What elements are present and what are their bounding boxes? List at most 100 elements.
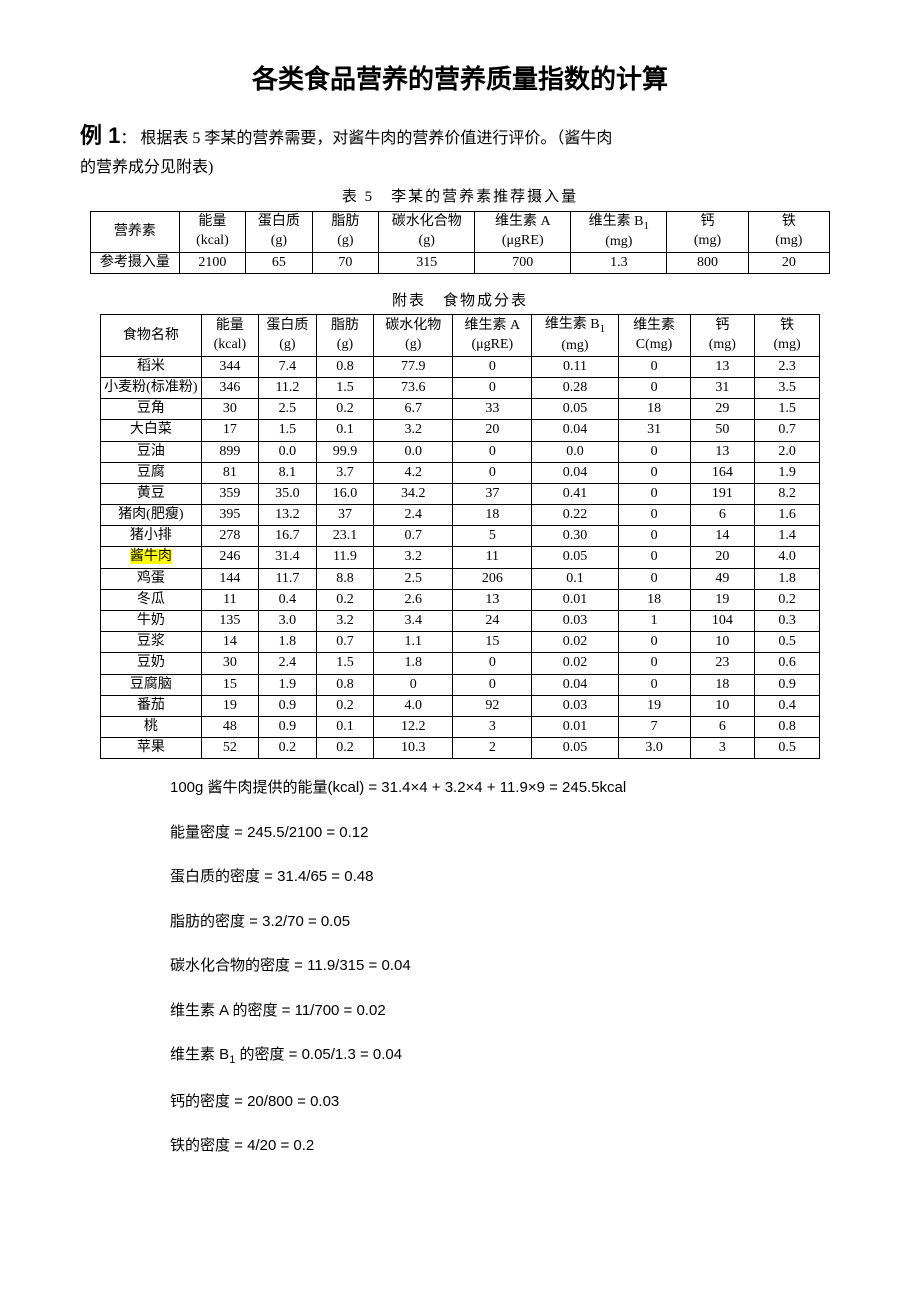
table5-header-cell: 碳水化合物(g) bbox=[379, 211, 475, 252]
food-value-cell: 3.0 bbox=[259, 611, 317, 632]
food-value-cell: 18 bbox=[690, 674, 755, 695]
food-value-cell: 11 bbox=[453, 547, 532, 568]
food-value-cell: 0.41 bbox=[532, 483, 618, 504]
food-value-cell: 346 bbox=[201, 377, 259, 398]
food-value-cell: 0 bbox=[618, 526, 690, 547]
table-row: 稻米3447.40.877.900.110132.3 bbox=[101, 356, 820, 377]
table5-header-cell: 维生素 B1(mg) bbox=[571, 211, 667, 252]
attach-header-cell: 蛋白质(g) bbox=[259, 315, 317, 356]
food-value-cell: 6 bbox=[690, 505, 755, 526]
food-value-cell: 0.05 bbox=[532, 738, 618, 759]
food-value-cell: 31 bbox=[618, 420, 690, 441]
food-name-cell: 酱牛肉 bbox=[101, 547, 202, 568]
food-value-cell: 1.4 bbox=[755, 526, 820, 547]
table-row: 猪小排27816.723.10.750.300141.4 bbox=[101, 526, 820, 547]
food-value-cell: 359 bbox=[201, 483, 259, 504]
food-value-cell: 1.5 bbox=[259, 420, 317, 441]
attach-header-cell: 铁(mg) bbox=[755, 315, 820, 356]
table5-caption: 表 5 李某的营养素推荐摄入量 bbox=[80, 186, 840, 209]
food-value-cell: 7.4 bbox=[259, 356, 317, 377]
page-title: 各类食品营养的营养质量指数的计算 bbox=[80, 60, 840, 99]
food-value-cell: 899 bbox=[201, 441, 259, 462]
food-name-cell: 大白菜 bbox=[101, 420, 202, 441]
food-value-cell: 3.5 bbox=[755, 377, 820, 398]
table-row: 豆奶302.41.51.800.020230.6 bbox=[101, 653, 820, 674]
food-value-cell: 17 bbox=[201, 420, 259, 441]
table5-cell: 700 bbox=[475, 252, 571, 273]
table-row: 冬瓜110.40.22.6130.0118190.2 bbox=[101, 589, 820, 610]
food-value-cell: 3.2 bbox=[374, 420, 453, 441]
table-row: 苹果520.20.210.320.053.030.5 bbox=[101, 738, 820, 759]
food-value-cell: 1.5 bbox=[316, 653, 374, 674]
food-name-cell: 猪肉(肥瘦) bbox=[101, 505, 202, 526]
attach-header-cell: 食物名称 bbox=[101, 315, 202, 356]
food-value-cell: 0.2 bbox=[259, 738, 317, 759]
calc-line: 能量密度 = 245.5/2100 = 0.12 bbox=[170, 822, 840, 845]
food-value-cell: 0 bbox=[453, 356, 532, 377]
food-value-cell: 0 bbox=[453, 653, 532, 674]
table-row: 牛奶1353.03.23.4240.0311040.3 bbox=[101, 611, 820, 632]
food-value-cell: 16.0 bbox=[316, 483, 374, 504]
food-value-cell: 37 bbox=[453, 483, 532, 504]
food-value-cell: 10 bbox=[690, 632, 755, 653]
food-value-cell: 0.05 bbox=[532, 399, 618, 420]
table5-header-cell: 铁(mg) bbox=[748, 211, 829, 252]
food-value-cell: 3.2 bbox=[316, 611, 374, 632]
food-value-cell: 1.5 bbox=[316, 377, 374, 398]
food-value-cell: 0.28 bbox=[532, 377, 618, 398]
food-value-cell: 2.0 bbox=[755, 441, 820, 462]
food-value-cell: 0 bbox=[618, 483, 690, 504]
table5-cell: 315 bbox=[379, 252, 475, 273]
food-value-cell: 0 bbox=[618, 674, 690, 695]
table-row: 豆腐脑151.90.8000.040180.9 bbox=[101, 674, 820, 695]
table-row: 酱牛肉24631.411.93.2110.050204.0 bbox=[101, 547, 820, 568]
food-value-cell: 1.9 bbox=[755, 462, 820, 483]
food-value-cell: 0.4 bbox=[259, 589, 317, 610]
food-name-cell: 稻米 bbox=[101, 356, 202, 377]
attach-header-cell: 脂肪(g) bbox=[316, 315, 374, 356]
food-value-cell: 50 bbox=[690, 420, 755, 441]
food-value-cell: 0.1 bbox=[532, 568, 618, 589]
food-value-cell: 20 bbox=[690, 547, 755, 568]
food-value-cell: 0.04 bbox=[532, 420, 618, 441]
food-value-cell: 0.0 bbox=[374, 441, 453, 462]
attach-header-cell: 维生素 A(μgRE) bbox=[453, 315, 532, 356]
food-name-cell: 豆浆 bbox=[101, 632, 202, 653]
table5-data-row: 参考摄入量210065703157001.380020 bbox=[91, 252, 830, 273]
table5-cell: 20 bbox=[748, 252, 829, 273]
food-value-cell: 0.7 bbox=[755, 420, 820, 441]
food-value-cell: 13 bbox=[453, 589, 532, 610]
calc-line-energy: 100g 酱牛肉提供的能量(kcal) = 31.4×4 + 3.2×4 + 1… bbox=[170, 777, 840, 800]
food-value-cell: 15 bbox=[201, 674, 259, 695]
food-value-cell: 0.1 bbox=[316, 420, 374, 441]
food-name-cell: 苹果 bbox=[101, 738, 202, 759]
food-value-cell: 4.0 bbox=[755, 547, 820, 568]
food-value-cell: 0.30 bbox=[532, 526, 618, 547]
food-value-cell: 0.9 bbox=[755, 674, 820, 695]
example-label: 例 1 bbox=[80, 123, 120, 148]
table5-cell: 800 bbox=[667, 252, 748, 273]
food-value-cell: 0.5 bbox=[755, 632, 820, 653]
food-value-cell: 0.9 bbox=[259, 716, 317, 737]
food-value-cell: 73.6 bbox=[374, 377, 453, 398]
food-name-cell: 豆角 bbox=[101, 399, 202, 420]
food-name-cell: 猪小排 bbox=[101, 526, 202, 547]
food-value-cell: 0.05 bbox=[532, 547, 618, 568]
food-value-cell: 13 bbox=[690, 441, 755, 462]
food-value-cell: 0.7 bbox=[374, 526, 453, 547]
food-value-cell: 0.02 bbox=[532, 653, 618, 674]
food-value-cell: 0 bbox=[618, 568, 690, 589]
food-value-cell: 1.1 bbox=[374, 632, 453, 653]
food-value-cell: 3.4 bbox=[374, 611, 453, 632]
food-value-cell: 2 bbox=[453, 738, 532, 759]
food-value-cell: 1.8 bbox=[755, 568, 820, 589]
food-value-cell: 0.11 bbox=[532, 356, 618, 377]
table-row: 豆浆141.80.71.1150.020100.5 bbox=[101, 632, 820, 653]
food-value-cell: 8.1 bbox=[259, 462, 317, 483]
table-row: 豆油8990.099.90.000.00132.0 bbox=[101, 441, 820, 462]
food-value-cell: 0.2 bbox=[316, 399, 374, 420]
table-row: 桃480.90.112.230.01760.8 bbox=[101, 716, 820, 737]
food-value-cell: 0.01 bbox=[532, 589, 618, 610]
food-value-cell: 0.01 bbox=[532, 716, 618, 737]
food-value-cell: 48 bbox=[201, 716, 259, 737]
